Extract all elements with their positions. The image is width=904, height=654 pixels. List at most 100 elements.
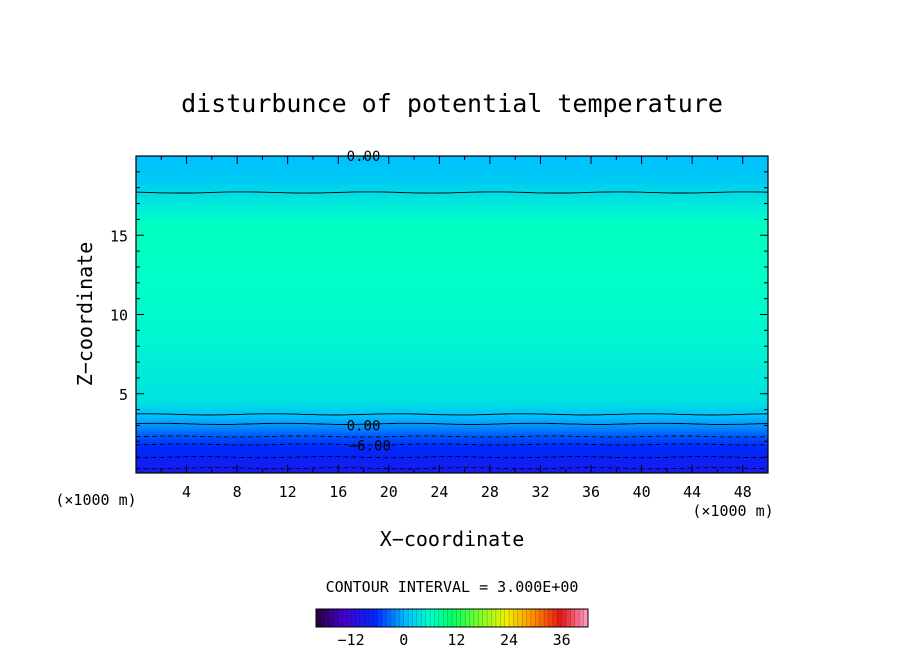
field-band: [136, 403, 768, 407]
colorbar-cell: [381, 609, 387, 627]
field-band: [136, 286, 768, 290]
field-band: [136, 433, 768, 436]
field-band: [136, 183, 768, 187]
field-band: [136, 431, 768, 434]
field-band: [136, 217, 768, 220]
colorbar-cell: [447, 609, 453, 627]
x-tick-label: 4: [182, 483, 191, 501]
y-tick-label: 5: [119, 386, 128, 404]
colorbar-cell: [478, 609, 484, 627]
field-band: [136, 457, 768, 460]
field-band: [136, 233, 768, 236]
field-band: [136, 193, 768, 197]
field-band: [136, 451, 768, 454]
contour-line: [136, 435, 768, 438]
x-unit-right: (×1000 m): [692, 502, 773, 520]
field-band: [136, 205, 768, 209]
field-band: [136, 255, 768, 258]
field-band: [136, 261, 768, 264]
contour-line: [136, 422, 768, 425]
field-band: [136, 259, 768, 262]
colorbar-cell: [566, 609, 571, 627]
colorbar-cell: [579, 609, 584, 627]
field-band: [136, 278, 768, 282]
colorbar-cell: [390, 609, 396, 627]
field-band: [136, 274, 768, 278]
field-band: [136, 445, 768, 448]
field-band: [136, 227, 768, 230]
colorbar-cell: [517, 609, 523, 627]
x-axis-ticks: 4 8 12 16 20 24 28 32 36 40 44 48: [160, 156, 752, 501]
field-band: [136, 467, 768, 470]
field-band: [136, 425, 768, 429]
colorbar-cell: [399, 609, 405, 627]
x-tick-label: 8: [233, 483, 242, 501]
field-band: [136, 364, 768, 367]
field-band: [136, 229, 768, 232]
field-band: [136, 379, 768, 383]
field-band: [136, 284, 768, 288]
colorbar-cell: [337, 609, 343, 627]
x-tick-label: 16: [329, 483, 347, 501]
colorbar-cell: [570, 609, 576, 627]
field-band: [136, 419, 768, 423]
field-band: [136, 276, 768, 280]
colorbar-cell: [386, 609, 391, 627]
field-band: [136, 360, 768, 363]
field-band: [136, 334, 768, 337]
colorbar-cell: [320, 609, 326, 627]
field-band: [136, 298, 768, 302]
field-band: [136, 336, 768, 339]
field-band: [136, 219, 768, 222]
x-tick-label: 40: [633, 483, 651, 501]
field-band: [136, 362, 768, 365]
contour-line: [136, 413, 768, 416]
contour-label: 0.00: [347, 418, 381, 434]
field-band: [136, 417, 768, 421]
field-band: [136, 251, 768, 254]
field-band: [136, 461, 768, 464]
field-band: [136, 157, 768, 161]
field-band: [136, 453, 768, 456]
field-band: [136, 371, 768, 375]
field-band: [136, 471, 768, 473]
colorbar-tick-label: 12: [447, 631, 465, 649]
field-band: [136, 429, 768, 432]
field-band: [136, 407, 768, 411]
field-band: [136, 268, 768, 272]
field-band: [136, 253, 768, 256]
x-tick-label: 20: [380, 483, 398, 501]
colorbar-cell: [469, 609, 475, 627]
colorbar-tick-label: 36: [553, 631, 571, 649]
field-band: [136, 225, 768, 228]
field-band: [136, 409, 768, 413]
field-band: [136, 270, 768, 274]
colorbar-cell: [416, 609, 422, 627]
colorbar-cell: [574, 609, 580, 627]
field-band: [136, 185, 768, 189]
colorbar-cell: [351, 609, 356, 627]
field-band: [136, 346, 768, 349]
colorbar-cell: [368, 609, 374, 627]
field-band: [136, 342, 768, 345]
temperature-field: [136, 156, 768, 473]
field-band: [136, 243, 768, 246]
colorbar-tick-label: 0: [399, 631, 408, 649]
contour-label: −6.00: [349, 438, 391, 454]
field-band: [136, 235, 768, 238]
field-band: [136, 356, 768, 359]
field-band: [136, 223, 768, 226]
field-band: [136, 264, 768, 268]
field-band: [136, 245, 768, 248]
field-band: [136, 290, 768, 294]
field-band: [136, 332, 768, 335]
contour-line: [136, 467, 768, 470]
field-band: [136, 207, 768, 211]
field-band: [136, 423, 768, 427]
field-band: [136, 171, 768, 175]
y-tick-label: 10: [110, 307, 128, 325]
field-band: [136, 439, 768, 442]
y-axis-label: Z−coordinate: [73, 242, 97, 387]
colorbar-cell: [403, 609, 409, 627]
field-band: [136, 338, 768, 341]
